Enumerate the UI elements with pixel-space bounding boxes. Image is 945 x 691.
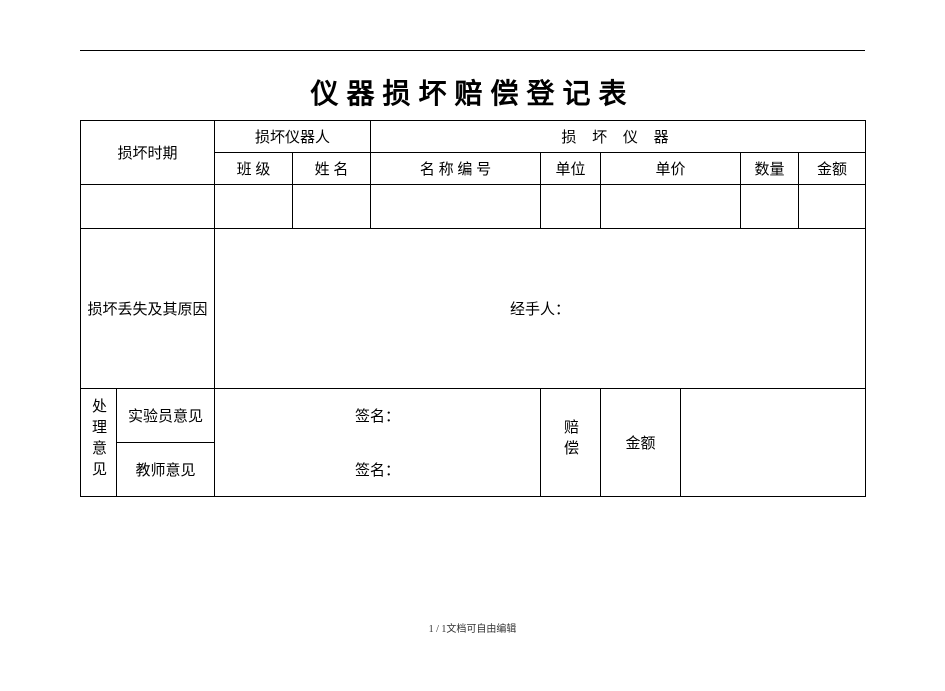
- label-handler: 经手人：: [510, 302, 570, 318]
- cell-teacher-sign[interactable]: 签名：: [215, 443, 541, 497]
- label-lab-sign: 签名：: [355, 409, 400, 425]
- label-compensation-amount: 金额: [601, 389, 681, 497]
- label-compensation-group-text: 赔偿: [560, 419, 581, 461]
- page-top-rule: [80, 50, 865, 51]
- label-opinion-group-text: 处理意见: [88, 398, 109, 482]
- label-teacher-opinion: 教师意见: [117, 443, 215, 497]
- cell-amount[interactable]: [799, 185, 866, 229]
- cell-unit-price[interactable]: [601, 185, 741, 229]
- form-title: 仪器损坏赔偿登记表: [0, 72, 945, 112]
- label-teacher-sign: 签名：: [355, 463, 400, 479]
- header-damage-time: 损坏时期: [81, 121, 215, 185]
- label-reason: 损坏丢失及其原因: [81, 229, 215, 389]
- cell-name[interactable]: [293, 185, 371, 229]
- header-damage-item-group: 损 坏 仪 器: [371, 121, 866, 153]
- header-quantity: 数量: [741, 153, 799, 185]
- cell-damage-time[interactable]: [81, 185, 215, 229]
- cell-unit[interactable]: [541, 185, 601, 229]
- label-opinion-group: 处理意见: [81, 389, 117, 497]
- cell-reason[interactable]: 经手人：: [215, 229, 866, 389]
- header-name: 姓 名: [293, 153, 371, 185]
- registration-table: 损坏时期 损坏仪器人 损 坏 仪 器 班 级 姓 名 名 称 编 号 单位 单价…: [80, 120, 866, 497]
- header-unit-price: 单价: [601, 153, 741, 185]
- header-unit: 单位: [541, 153, 601, 185]
- header-amount: 金额: [799, 153, 866, 185]
- cell-quantity[interactable]: [741, 185, 799, 229]
- header-item-name-no: 名 称 编 号: [371, 153, 541, 185]
- page-footer: 1 / 1文档可自由编辑: [0, 620, 945, 635]
- label-compensation-group: 赔偿: [541, 389, 601, 497]
- cell-class[interactable]: [215, 185, 293, 229]
- header-damage-person-group: 损坏仪器人: [215, 121, 371, 153]
- cell-compensation-amount[interactable]: [681, 389, 866, 497]
- cell-item-name-no[interactable]: [371, 185, 541, 229]
- header-class: 班 级: [215, 153, 293, 185]
- cell-lab-sign[interactable]: 签名：: [215, 389, 541, 443]
- label-lab-opinion: 实验员意见: [117, 389, 215, 443]
